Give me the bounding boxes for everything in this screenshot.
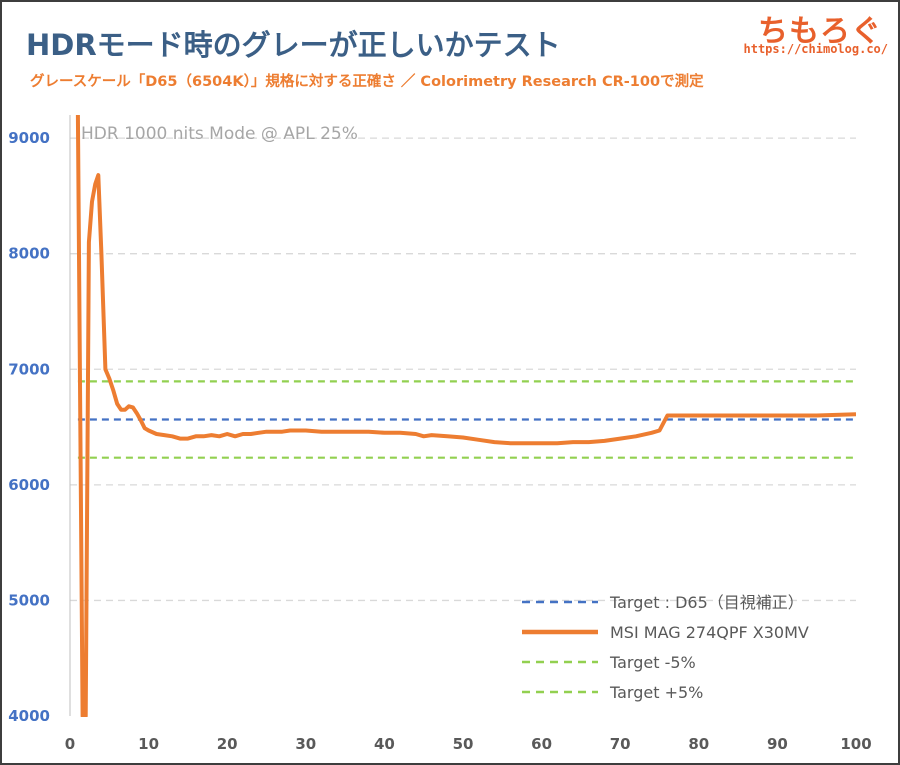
legend-label: MSI MAG 274QPF X30MV — [610, 623, 809, 642]
x-tick-label: 30 — [295, 735, 316, 753]
y-tick-label: 7000 — [8, 360, 50, 378]
site-url: https://chimolog.co/ — [743, 42, 889, 56]
y-tick-label: 4000 — [8, 707, 50, 725]
page-subtitle: グレースケール「D65（6504K）」規格に対する正確さ ／ Colorimet… — [30, 74, 704, 90]
x-tick-label: 0 — [65, 735, 75, 753]
series-line-1 — [75, 114, 856, 717]
x-tick-label: 50 — [453, 735, 474, 753]
chart-legend: Target : D65（目視補正） MSI MAG 274QPF X30MV Ta… — [522, 593, 809, 702]
y-tick-label: 6000 — [8, 476, 50, 494]
x-tick-label: 40 — [374, 735, 395, 753]
legend-label: Target +5% — [609, 683, 703, 702]
y-tick-label: 8000 — [8, 245, 50, 263]
x-tick-label: 100 — [840, 735, 871, 753]
y-tick-label: 9000 — [8, 129, 50, 147]
x-tick-label: 10 — [138, 735, 159, 753]
site-logo: ちもろぐ — [758, 14, 882, 49]
chart-annotation: HDR 1000 nits Mode @ APL 25% — [81, 124, 358, 144]
x-tick-label: 20 — [217, 735, 238, 753]
page-title: HDRモード時のグレーが正しいかテスト — [26, 28, 561, 62]
x-tick-label: 70 — [610, 735, 631, 753]
x-tick-label: 60 — [531, 735, 552, 753]
x-tick-label: 90 — [767, 735, 788, 753]
x-tick-label: 80 — [688, 735, 709, 753]
legend-label: Target : D65（目視補正） — [609, 593, 804, 612]
legend-label: Target -5% — [609, 653, 696, 672]
y-tick-label: 5000 — [8, 591, 50, 609]
